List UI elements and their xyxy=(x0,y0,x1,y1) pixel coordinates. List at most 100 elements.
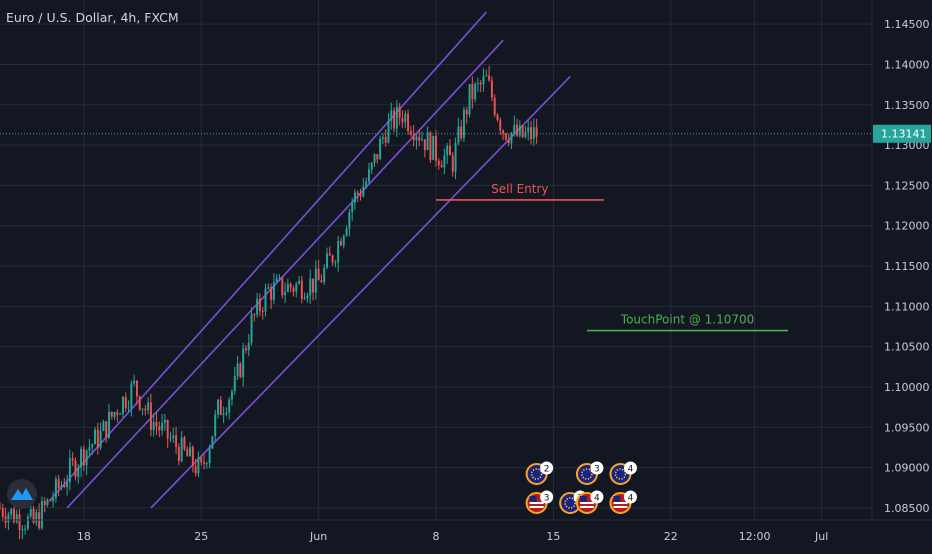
candle-body xyxy=(7,514,10,523)
candle-body xyxy=(21,529,24,531)
candle-body xyxy=(298,280,301,284)
candle-body xyxy=(485,75,488,77)
candle-body xyxy=(440,165,443,168)
candle-body xyxy=(435,135,437,161)
candle-body xyxy=(353,192,356,203)
annotation-layer[interactable]: Sell Entry TouchPoint @ 1.10700 xyxy=(0,133,872,332)
candle-body xyxy=(432,135,435,161)
time-tick-label: 18 xyxy=(77,530,91,543)
candle-body xyxy=(247,342,250,351)
candle-body xyxy=(348,212,351,229)
price-axis[interactable]: 1.08500 1.09000 1.09500 1.10000 1.10500 1.110… xyxy=(873,18,931,515)
candle-body xyxy=(451,155,454,172)
candle-body xyxy=(169,438,172,440)
economic-event-marker[interactable]: 4 xyxy=(575,490,604,514)
candle-body xyxy=(127,407,130,409)
candle-body xyxy=(476,82,479,85)
candle-body xyxy=(225,412,228,414)
candle-body xyxy=(239,363,242,378)
event-count-label: 2 xyxy=(544,465,550,475)
candle-body xyxy=(88,447,91,451)
candle-body xyxy=(130,383,133,408)
event-count-label: 3 xyxy=(544,494,550,504)
candle-body xyxy=(278,277,281,279)
event-count-label: 4 xyxy=(628,465,634,475)
candle-body xyxy=(527,127,530,133)
time-tick-label: Jun xyxy=(309,530,327,543)
candle-body xyxy=(474,84,477,100)
time-tick-label: 8 xyxy=(433,530,440,543)
time-tick-label: 22 xyxy=(664,530,678,543)
flag-canton xyxy=(579,496,587,502)
logo-mountain-icon xyxy=(11,488,33,500)
candle-body xyxy=(74,460,77,477)
candle-body xyxy=(471,84,474,100)
candle-body xyxy=(267,287,270,289)
candle-body xyxy=(490,80,493,98)
candle-body xyxy=(124,396,127,409)
candle-body xyxy=(35,512,38,523)
candle-body xyxy=(513,124,516,133)
annotation-label[interactable]: Sell Entry xyxy=(491,182,548,196)
price-tick-label: 1.11000 xyxy=(884,300,930,313)
candle-body xyxy=(161,422,164,431)
candle-body xyxy=(370,162,373,170)
channel-line[interactable] xyxy=(150,76,571,509)
candle-body xyxy=(96,429,99,448)
candle-body xyxy=(250,314,253,343)
candle-body xyxy=(264,288,267,312)
candle-body xyxy=(66,482,69,488)
candle-body xyxy=(230,391,233,400)
time-tick-label: 15 xyxy=(546,530,560,543)
time-axis[interactable]: 18 25 Jun 8 15 22 12:00 Jul xyxy=(77,530,828,543)
economic-event-marker[interactable]: 4 xyxy=(609,461,637,485)
candle-body xyxy=(510,132,513,144)
candle-body xyxy=(532,127,535,140)
candle-body xyxy=(1,508,4,517)
candle-body xyxy=(0,507,1,509)
candle-body xyxy=(426,132,429,151)
candle-body xyxy=(516,124,519,136)
channel-line[interactable] xyxy=(66,39,504,509)
candle-body xyxy=(281,277,284,296)
flag-stripe xyxy=(529,506,544,508)
last-price-label: 1.13141 xyxy=(881,128,927,141)
candle-body xyxy=(365,181,368,187)
candle-body xyxy=(253,314,256,316)
candle-body xyxy=(530,127,533,140)
candle-body xyxy=(314,268,317,293)
candle-body xyxy=(351,202,354,213)
candle-body xyxy=(409,131,412,135)
economic-event-marker[interactable]: 3 xyxy=(525,490,554,514)
price-tick-label: 1.12000 xyxy=(884,220,930,233)
candle-body xyxy=(158,426,161,431)
candle-body xyxy=(119,414,122,416)
flag-stripe xyxy=(579,506,594,508)
channel-layer[interactable] xyxy=(49,11,571,509)
annotation-label[interactable]: TouchPoint @ 1.10700 xyxy=(620,313,755,327)
candle-body xyxy=(454,143,457,172)
candle-body xyxy=(275,278,278,283)
candle-body xyxy=(496,114,499,121)
candle-body xyxy=(504,133,507,140)
candle-body xyxy=(54,478,57,499)
candle-body xyxy=(521,125,524,137)
candle-body xyxy=(337,240,340,263)
economic-event-marker[interactable]: 4 xyxy=(609,490,637,514)
channel-line[interactable] xyxy=(49,11,487,501)
candle-body xyxy=(507,139,510,144)
flag-stripe xyxy=(579,502,594,504)
economic-event-marker[interactable]: 2 xyxy=(525,461,554,485)
candle-body xyxy=(376,153,379,160)
event-marker-layer[interactable]: 2343344 xyxy=(525,461,637,514)
logo-badge[interactable] xyxy=(7,479,37,509)
candle-body xyxy=(116,412,119,415)
price-tick-label: 1.10500 xyxy=(884,341,930,354)
candle-body xyxy=(448,145,451,156)
candle-body xyxy=(256,298,259,315)
candle-body xyxy=(208,448,211,464)
economic-event-marker[interactable]: 3 xyxy=(575,461,604,485)
candle-body xyxy=(24,528,27,530)
